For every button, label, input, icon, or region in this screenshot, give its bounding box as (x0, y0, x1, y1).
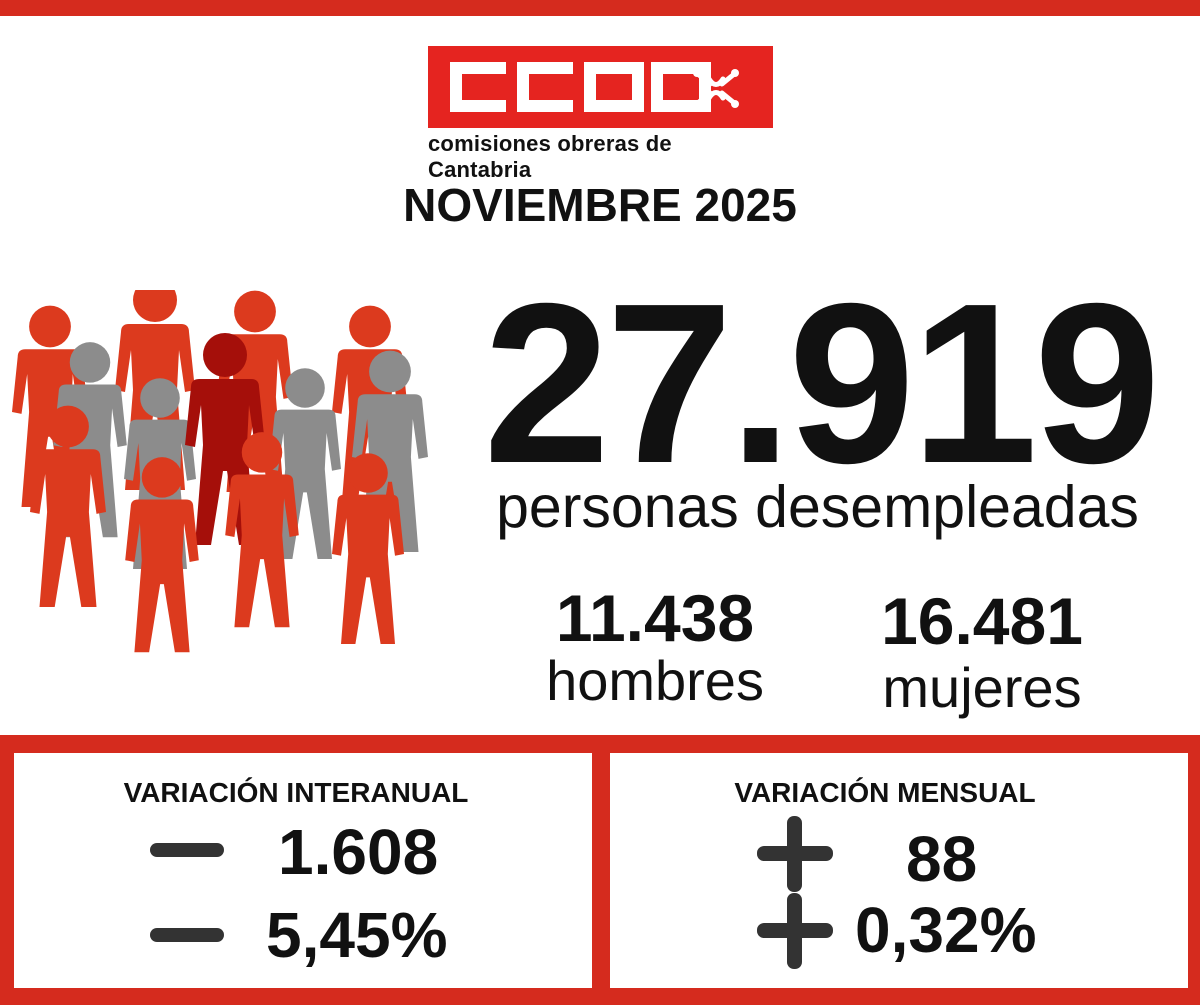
ccoo-logo (428, 46, 773, 128)
top-border-bar (0, 0, 1200, 16)
men-block: 11.438 hombres (505, 585, 805, 709)
minus-icon (150, 928, 224, 942)
yearly-variation-percent: 5,45% (266, 899, 448, 971)
monthly-variation-title: VARIACIÓN MENSUAL (734, 777, 1036, 808)
divider-bar (0, 735, 1200, 753)
men-label: hombres (546, 649, 764, 712)
monthly-variation-percent: 0,32% (855, 894, 1037, 966)
bottom-right-edge (1188, 753, 1200, 1005)
month-title: NOVIEMBRE 2025 (403, 179, 797, 231)
plus-icon (757, 816, 833, 892)
ccoo-logo-graphic (450, 62, 739, 112)
people-group-illustration (11, 290, 428, 653)
yearly-variation-title: VARIACIÓN INTERANUAL (123, 777, 469, 808)
bottom-border-bar (0, 988, 1200, 1005)
center-divider (592, 753, 610, 1005)
monthly-variation-people: 88 (906, 823, 978, 895)
yearly-variation-people: 1.608 (278, 816, 439, 888)
men-number: 11.438 (555, 581, 755, 655)
women-label: mujeres (882, 656, 1082, 719)
minus-icon (150, 843, 224, 857)
women-number: 16.481 (881, 584, 1083, 658)
women-block: 16.481 mujeres (832, 588, 1132, 716)
bottom-left-edge (0, 753, 14, 1005)
total-unemployed-number: 27.919 (483, 257, 1160, 511)
logo-caption: comisiones obreras de Cantabria (428, 131, 672, 182)
plus-icon (757, 893, 833, 969)
total-unemployed-caption: personas desempleadas (496, 474, 1139, 540)
